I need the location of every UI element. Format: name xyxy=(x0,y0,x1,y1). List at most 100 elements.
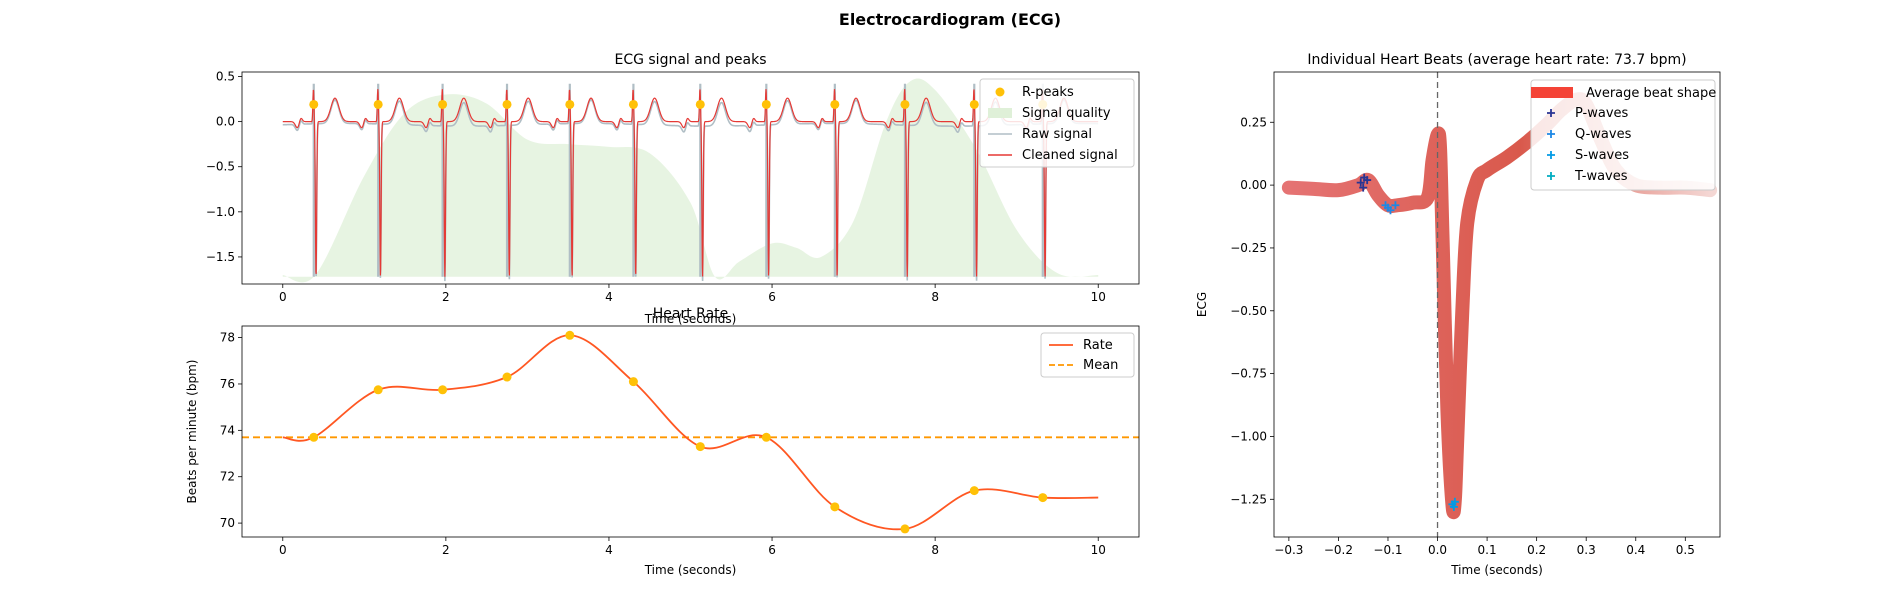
y-tick-label: −0.25 xyxy=(1230,241,1267,255)
legend-marker-s-waves xyxy=(1547,151,1555,159)
chart-title: Individual Heart Beats (average heart ra… xyxy=(1307,52,1686,68)
r-peak-marker xyxy=(309,99,319,109)
rate-peak-marker xyxy=(969,486,979,496)
wave-marker-p-waves xyxy=(1359,183,1368,192)
y-tick-label: 70 xyxy=(220,516,235,530)
rate-peak-marker xyxy=(502,372,512,382)
x-tick-label: 0.3 xyxy=(1577,543,1596,557)
signal-quality-area xyxy=(282,78,1099,283)
r-peak-marker xyxy=(502,99,512,109)
wave-marker-p-waves xyxy=(1363,176,1372,185)
figure-title: Electrocardiogram (ECG) xyxy=(838,10,1062,29)
legend-marker-q-waves xyxy=(1547,130,1555,138)
r-peak-marker xyxy=(373,99,383,109)
ecg-signal-panel: 0 2 4 6 8 10 0.5 0.0 −0.5 −1.0 −1.5 ECG signal and … xyxy=(206,52,1140,326)
legend-label: Raw signal xyxy=(1022,127,1092,142)
x-tick-label: 0.5 xyxy=(1676,543,1695,557)
cleaned-signal-line xyxy=(282,89,1099,277)
axes-frame xyxy=(241,71,1140,285)
chart-title: Heart Rate xyxy=(653,306,729,322)
legend-marker-t-waves xyxy=(1547,172,1555,180)
x-tick-label: −0.2 xyxy=(1324,543,1353,557)
rate-peak-marker xyxy=(830,502,840,512)
legend-label: P-waves xyxy=(1575,106,1629,121)
r-peak-marker xyxy=(969,99,979,109)
y-axis-label: Beats per minute (bpm) xyxy=(185,360,199,504)
legend-box xyxy=(1040,332,1135,378)
legend-box xyxy=(1530,79,1716,191)
r-peak-marker xyxy=(830,99,840,109)
r-peak-marker xyxy=(761,99,771,109)
x-tick-label: 0.1 xyxy=(1478,543,1497,557)
y-tick-label: 0.00 xyxy=(1240,178,1267,192)
y-tick-label: 0.25 xyxy=(1240,115,1267,129)
wave-marker-s-waves xyxy=(1450,497,1459,506)
legend-label: R-peaks xyxy=(1022,85,1074,100)
chart-title: ECG signal and peaks xyxy=(614,52,766,68)
x-tick-label: 2 xyxy=(442,543,450,557)
x-tick-label: −0.3 xyxy=(1274,543,1303,557)
x-axis-label: Time (seconds) xyxy=(644,312,737,326)
rate-line xyxy=(282,334,1099,531)
x-tick-label: 10 xyxy=(1091,290,1106,304)
x-tick-label: 0 xyxy=(279,543,287,557)
wave-marker-q-waves xyxy=(1386,206,1395,215)
rate-peak-marker xyxy=(900,524,910,534)
legend-label: Mean xyxy=(1083,358,1118,373)
y-tick-label: −1.00 xyxy=(1230,429,1267,443)
y-tick-label: 72 xyxy=(220,470,235,484)
y-tick-label: −1.5 xyxy=(206,250,235,264)
y-tick-label: 76 xyxy=(220,377,235,391)
x-tick-label: 4 xyxy=(605,290,613,304)
legend-label: Rate xyxy=(1083,338,1113,353)
legend-label: S-waves xyxy=(1575,148,1629,163)
wave-marker-q-waves xyxy=(1391,201,1400,210)
x-tick-label: 0.2 xyxy=(1527,543,1546,557)
rate-peak-marker xyxy=(695,442,705,452)
y-tick-label: −0.5 xyxy=(206,160,235,174)
r-peak-marker xyxy=(900,99,910,109)
legend-marker-p-waves xyxy=(1547,109,1555,117)
x-tick-label: 10 xyxy=(1091,543,1106,557)
y-tick-label: −0.75 xyxy=(1230,367,1267,381)
legend-label: Signal quality xyxy=(1022,106,1111,121)
y-tick-label: −1.0 xyxy=(206,205,235,219)
r-peak-marker xyxy=(565,99,575,109)
rate-peak-marker xyxy=(1038,493,1048,503)
rate-peak-marker xyxy=(565,330,575,340)
x-tick-label: −0.1 xyxy=(1373,543,1402,557)
y-tick-label: −1.25 xyxy=(1230,492,1267,506)
legend-box xyxy=(979,78,1135,168)
legend-label: Average beat shape xyxy=(1586,86,1716,101)
y-tick-label: 74 xyxy=(220,423,235,437)
rate-peak-marker xyxy=(761,432,771,442)
x-axis-label: Time (seconds) xyxy=(1450,563,1543,577)
axes-frame xyxy=(1273,71,1721,538)
wave-marker-p-waves xyxy=(1356,178,1365,187)
x-axis-label: Time (seconds) xyxy=(644,563,737,577)
y-tick-label: 0.5 xyxy=(216,70,235,84)
x-tick-label: 4 xyxy=(605,543,613,557)
legend-swatch-quality xyxy=(988,108,1012,118)
y-tick-label: −0.50 xyxy=(1230,304,1267,318)
rate-peak-marker xyxy=(628,377,638,387)
legend-label: Q-waves xyxy=(1575,127,1632,142)
x-tick-label: 0.4 xyxy=(1626,543,1645,557)
y-tick-label: 0.0 xyxy=(216,115,235,129)
wave-marker-s-waves xyxy=(1449,502,1458,511)
ecg-plot-area xyxy=(282,78,1099,283)
rate-peak-marker xyxy=(309,432,319,442)
x-tick-label: 8 xyxy=(931,290,939,304)
x-tick-label: 6 xyxy=(768,290,776,304)
x-tick-label: 2 xyxy=(442,290,450,304)
r-peak-marker xyxy=(628,99,638,109)
x-tick-label: 6 xyxy=(768,543,776,557)
x-tick-label: 8 xyxy=(931,543,939,557)
rate-peak-marker xyxy=(438,385,448,395)
x-tick-label: 0 xyxy=(279,290,287,304)
y-axis-label: ECG xyxy=(1195,292,1209,317)
y-tick-label: 78 xyxy=(220,331,235,345)
x-tick-label: 0.0 xyxy=(1428,543,1447,557)
